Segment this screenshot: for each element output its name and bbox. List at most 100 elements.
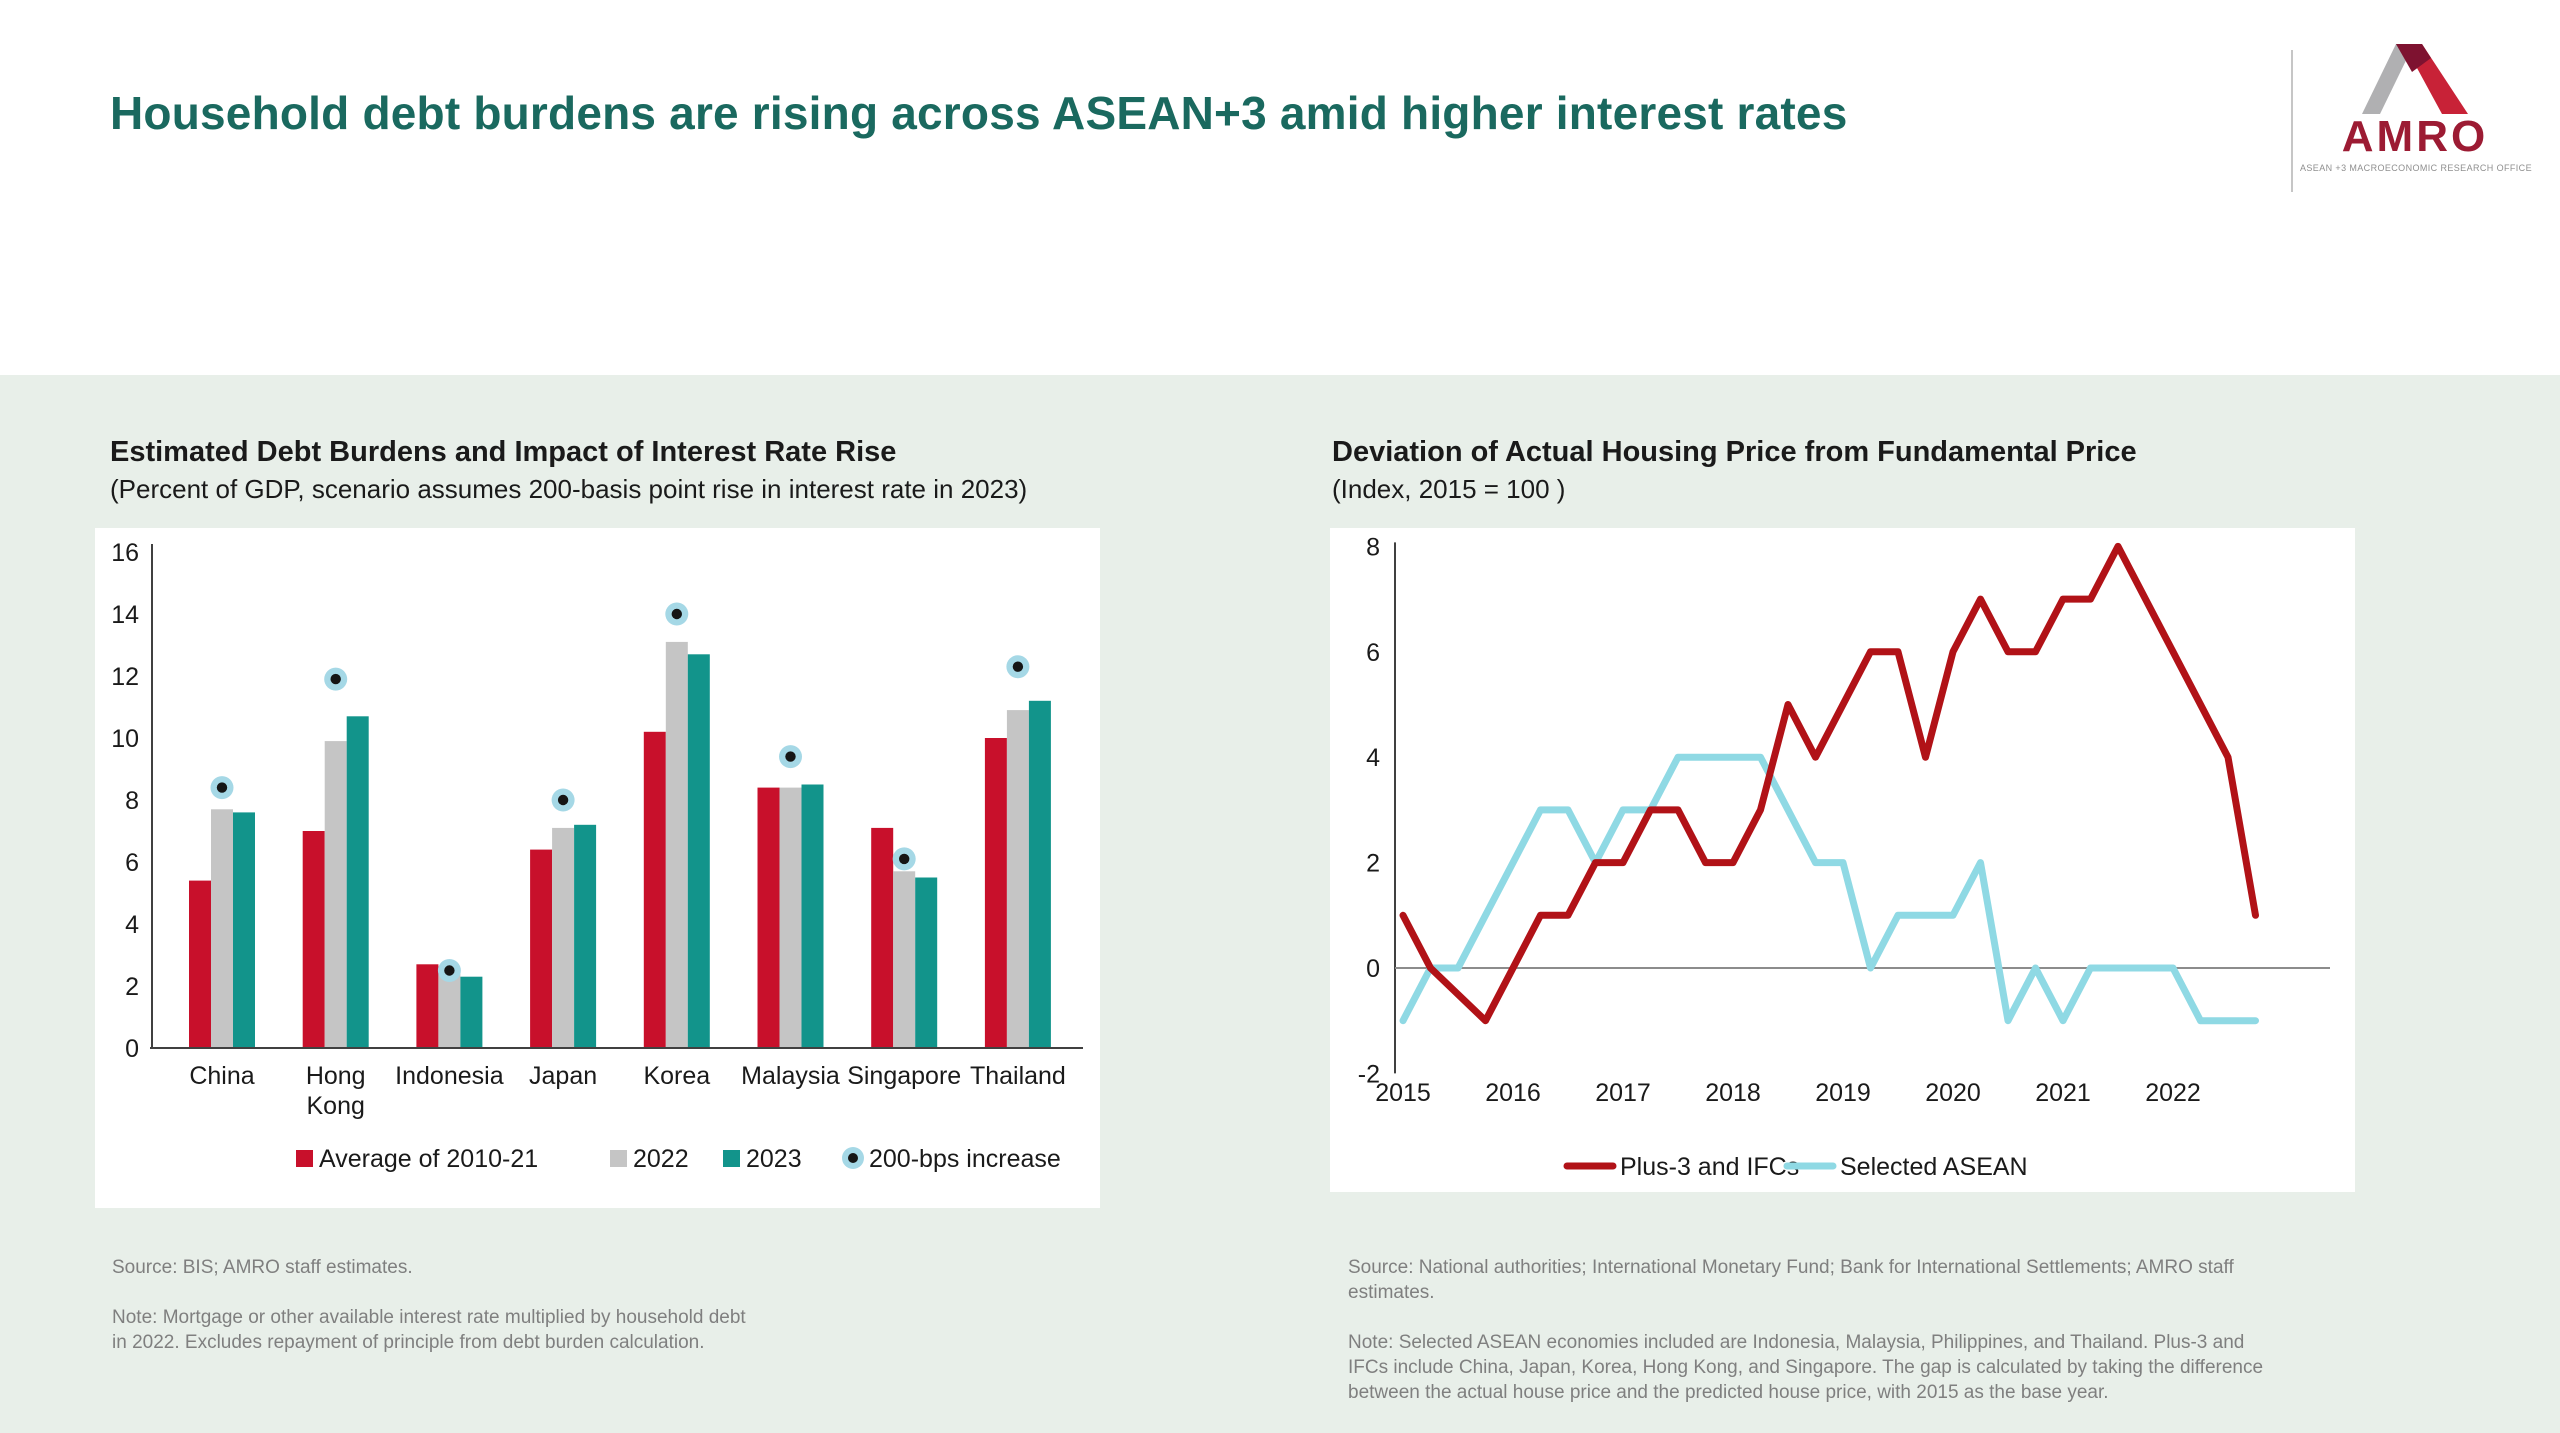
- amro-logo: AMRO ASEAN +3 MACROECONOMIC RESEARCH OFF…: [2300, 42, 2532, 192]
- axis-label: 2022: [633, 1145, 689, 1173]
- bar-chart: 0 2 4 6 8 10 12 14 16 China Hong Kong Indonesia Japan…: [111, 539, 1083, 1173]
- bar-japan-2023: [574, 824, 597, 1048]
- bar-chart-panel: 0 2 4 6 8 10 12 14 16 China Hong Kong Indonesia Japan…: [95, 528, 1100, 1208]
- right-chart-title: Deviation of Actual Housing Price from F…: [1332, 436, 2137, 468]
- marker-dot: [785, 751, 796, 762]
- bar-indonesia-Average-of-2010-21: [416, 964, 439, 1048]
- bar-indonesia-2022: [438, 973, 461, 1048]
- bar-korea-2023: [687, 654, 710, 1048]
- axis-label: 6: [1366, 639, 1380, 667]
- axis-label: 0: [125, 1035, 139, 1063]
- right-chart-subtitle: (Index, 2015 = 100 ): [1332, 474, 1566, 504]
- marker-dot: [216, 782, 228, 793]
- axis-label: 6: [125, 849, 139, 877]
- amro-logo-tagline: ASEAN +3 MACROECONOMIC RESEARCH OFFICE: [2300, 163, 2532, 174]
- category-label: Singapore: [847, 1062, 961, 1090]
- category-label: Indonesia: [395, 1062, 504, 1090]
- bar-indonesia-2023: [460, 976, 483, 1048]
- bar-malaysia-2022: [779, 787, 802, 1048]
- axis-label: 200-bps increase: [869, 1145, 1061, 1173]
- bar-thailand-2023: [1028, 700, 1051, 1048]
- header-divider: [2291, 50, 2293, 192]
- axis-label: 0: [1366, 955, 1380, 983]
- marker-dot: [557, 794, 569, 806]
- marker-dot: [671, 608, 682, 620]
- left-chart-source-note: Source: BIS; AMRO staff estimates. Note:…: [112, 1230, 762, 1355]
- category-label: Japan: [529, 1062, 597, 1090]
- axis-label: 4: [125, 911, 139, 939]
- bar-korea-Average-of-2010-21: [643, 731, 666, 1048]
- bar-japan-Average-of-2010-21: [530, 849, 553, 1048]
- right-chart-source-note: Source: National authorities; Internatio…: [1348, 1230, 2283, 1406]
- axis-label: 2020: [1925, 1079, 1981, 1107]
- marker-dot: [899, 853, 910, 865]
- bar-china-2022: [211, 809, 233, 1048]
- bar-thailand-Average-of-2010-21: [984, 738, 1007, 1048]
- series-line-selected-asean: [1399, 753, 2259, 1025]
- axis-label: 8: [125, 787, 139, 815]
- axis-label: 2021: [2035, 1079, 2091, 1107]
- axis-label: -2: [1358, 1060, 1380, 1088]
- axis-label: 14: [111, 601, 139, 629]
- axis-label: Selected ASEAN: [1840, 1153, 2028, 1181]
- bar-korea-2022: [665, 641, 688, 1048]
- axis-label: 2017: [1595, 1079, 1651, 1107]
- bar-singapore-Average-of-2010-21: [871, 827, 894, 1048]
- bar-singapore-2022: [893, 871, 916, 1048]
- logo-triangle-left: [2362, 44, 2414, 114]
- bar-hong-kong-2023: [346, 716, 369, 1048]
- axis-label: 2016: [1485, 1079, 1541, 1107]
- axis-label: Plus-3 and IFCs: [1620, 1153, 1799, 1181]
- axis-label: 2022: [2145, 1079, 2201, 1107]
- category-label: China: [189, 1062, 254, 1090]
- axis-label: 2015: [1375, 1079, 1431, 1107]
- bar-china-Average-of-2010-21: [189, 880, 211, 1048]
- axis-label: 8: [1366, 533, 1380, 561]
- marker-dot: [1012, 661, 1024, 672]
- series: [1399, 542, 2259, 1025]
- left-chart-title: Estimated Debt Burdens and Impact of Int…: [110, 436, 897, 468]
- y-axis: 0 2 4 6 8 10 12 14 16: [111, 539, 153, 1063]
- axis-label: 2: [1366, 850, 1380, 878]
- series-line-plus-3-and-ifcs: [1399, 542, 2259, 1025]
- amro-logo-icon: [2300, 42, 2530, 114]
- left-chart-subtitle: (Percent of GDP, scenario assumes 200-ba…: [110, 474, 1028, 504]
- marker-dot: [330, 673, 341, 685]
- axis-label: Average of 2010-21: [319, 1145, 538, 1173]
- marker-dot: [444, 965, 455, 976]
- logo-triangle-notch: [2408, 88, 2432, 114]
- bar-malaysia-2023: [801, 784, 824, 1048]
- y-axis: -2 0 2 4 6 8: [1358, 533, 1396, 1088]
- line-chart-panel: -2 0 2 4 6 8 2015 2016 2017 2018 2019 2020 2021 2022 P…: [1330, 528, 2355, 1192]
- legend-swatch: [723, 1150, 740, 1167]
- axis-label: 2: [125, 973, 139, 1001]
- left-note: Note: Mortgage or other available intere…: [112, 1307, 746, 1354]
- amro-logo-text: AMRO: [2341, 112, 2489, 161]
- category-label: Hong Kong: [306, 1062, 366, 1120]
- axis-label: 2018: [1705, 1079, 1761, 1107]
- legend-marker-dot: [848, 1153, 858, 1163]
- bar-japan-2022: [552, 827, 575, 1048]
- axis-label: 12: [111, 663, 139, 691]
- bar-china-2023: [233, 812, 255, 1048]
- line-chart: -2 0 2 4 6 8 2015 2016 2017 2018 2019 2020 2021 2022 P…: [1358, 533, 2330, 1181]
- bar-singapore-2023: [915, 877, 938, 1048]
- x-axis: 2015 2016 2017 2018 2019 2020 2021 2022: [1375, 1079, 2201, 1107]
- category-label: Thailand: [970, 1062, 1066, 1090]
- category-label: Korea: [643, 1062, 710, 1090]
- legend-swatch: [296, 1150, 313, 1167]
- axis-label: 10: [111, 725, 139, 753]
- legend-swatch: [610, 1150, 627, 1167]
- axis-label: 2019: [1815, 1079, 1871, 1107]
- right-source: Source: National authorities; Internatio…: [1348, 1257, 2234, 1304]
- logo-triangle-apex: [2396, 44, 2431, 72]
- category-label: Malaysia: [741, 1062, 840, 1090]
- bar-hong-kong-Average-of-2010-21: [302, 831, 325, 1048]
- axis-label: 16: [111, 539, 139, 567]
- bar-chart-legend: Average of 2010-21 2022 2023 200-bps increa…: [296, 1145, 1061, 1173]
- bar-hong-kong-2022: [324, 741, 347, 1048]
- left-source: Source: BIS; AMRO staff estimates.: [112, 1257, 413, 1279]
- bar-thailand-2022: [1006, 710, 1029, 1048]
- axis-label: 2023: [746, 1145, 802, 1173]
